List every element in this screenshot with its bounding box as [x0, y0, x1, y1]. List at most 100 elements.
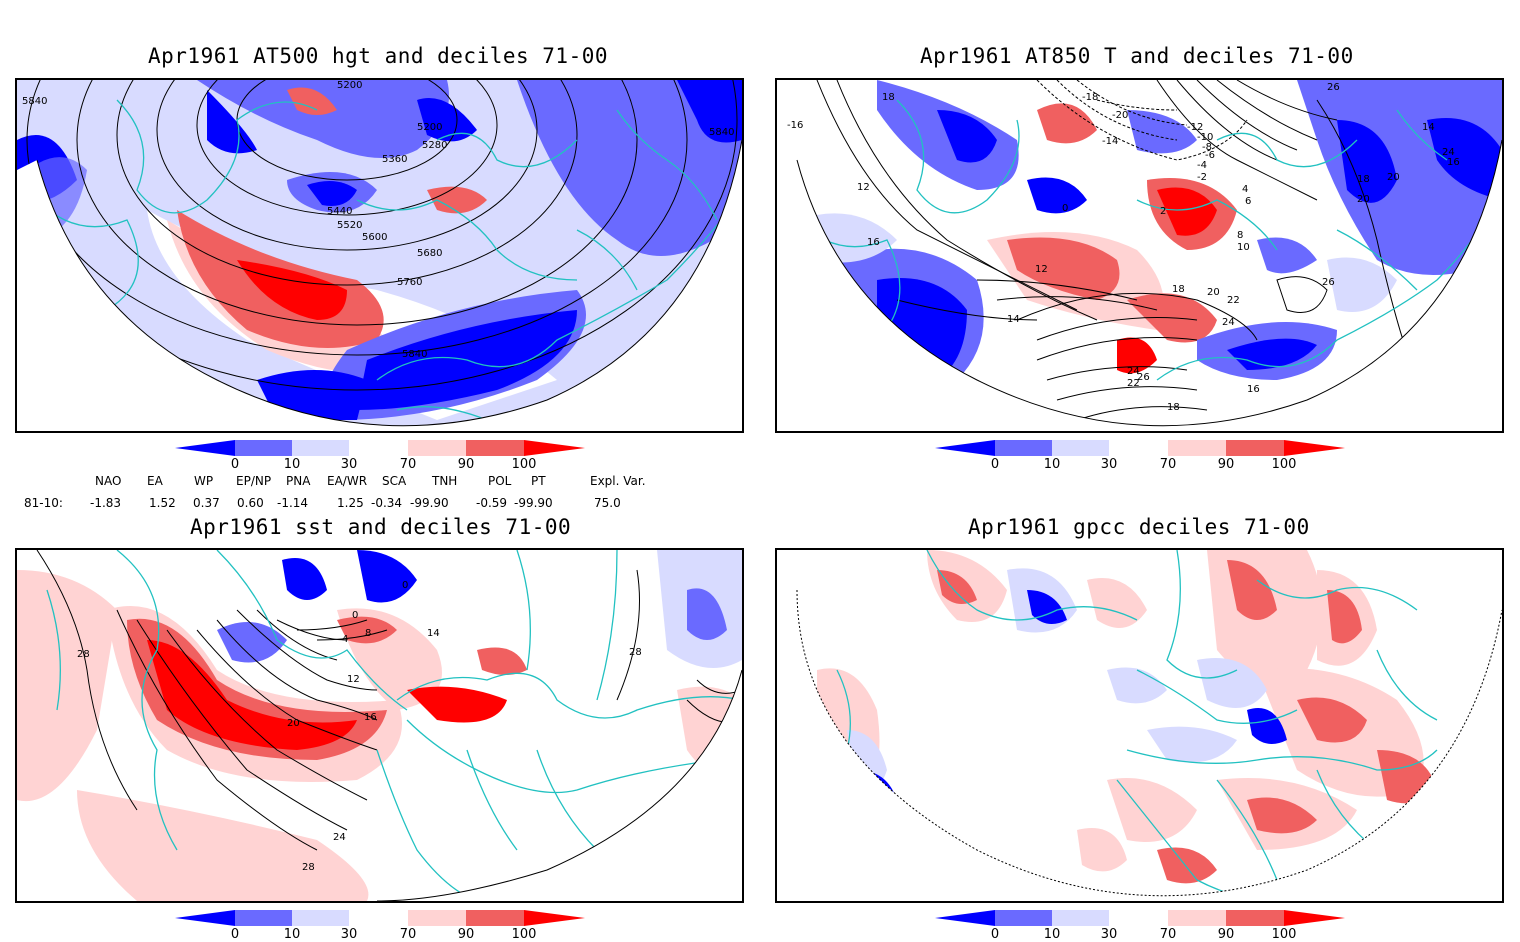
index-name: TNH: [432, 474, 457, 488]
colorbar-segment: [292, 440, 349, 456]
index-value: -0.59: [476, 496, 507, 510]
index-value: -99.90: [410, 496, 449, 510]
contour-label: 4: [1242, 184, 1248, 195]
colorbar-tick: 0: [991, 457, 999, 472]
colorbar-tick: 90: [1218, 457, 1235, 472]
colorbar-segment: [524, 910, 585, 926]
index-row-label: 81-10:: [24, 496, 63, 510]
index-value: -1.14: [277, 496, 308, 510]
colorbar-segment: [175, 440, 235, 456]
contour-label: 16: [1247, 384, 1260, 395]
colorbar-tick: 70: [400, 457, 417, 472]
contour-label: 16: [867, 237, 880, 248]
colorbar-segment: [1284, 910, 1345, 926]
contour-label: 28: [77, 649, 90, 660]
contour-label: -4: [1197, 160, 1207, 171]
colorbar-tick: 100: [1272, 457, 1297, 472]
index-value: 0.60: [237, 496, 264, 510]
contour-label: 18: [1357, 174, 1370, 185]
contour-label: 6: [1245, 196, 1251, 207]
map-z500: 5200 5200 5280 5360 5440 5520 5600 5680 …: [15, 78, 744, 433]
map-t850: -16 -20 -18 -14 -12 -10 -8 -6 -4 -2 0 2 …: [775, 78, 1504, 433]
colorbar-segment: [935, 910, 995, 926]
contour-label: 0: [352, 610, 358, 621]
index-value: -99.90: [514, 496, 553, 510]
contour-label: 5200: [417, 122, 442, 133]
colorbar-segment: [235, 440, 292, 456]
colorbar-segment: [1109, 440, 1168, 456]
contour-label: 26: [1327, 82, 1340, 93]
index-name: EP/NP: [236, 474, 271, 488]
colorbar-segment: [524, 440, 585, 456]
contour-label: 26: [1137, 372, 1150, 383]
index-name: WP: [194, 474, 213, 488]
index-name: POL: [488, 474, 511, 488]
contour-label: 10: [1237, 242, 1250, 253]
contour-label: 5520: [337, 220, 362, 231]
index-value: -0.34: [371, 496, 402, 510]
contour-label: 5280: [422, 140, 447, 151]
contour-label: 5840: [709, 127, 734, 138]
contour-label: -16: [787, 120, 803, 131]
contour-label: -20: [1112, 110, 1128, 121]
contour-label: 5840: [402, 349, 427, 360]
contour-label: 12: [857, 182, 870, 193]
contour-label: 26: [1322, 277, 1335, 288]
contour-label: 20: [1387, 172, 1400, 183]
index-name: NAO: [95, 474, 121, 488]
contour-label: 14: [427, 628, 440, 639]
contour-label: 16: [1447, 157, 1460, 168]
contour-label: -14: [1102, 136, 1118, 147]
colorbar-segment: [466, 910, 524, 926]
colorbar-segment: [1226, 440, 1284, 456]
colorbar-segment: [349, 910, 408, 926]
contour-label: 18: [882, 92, 895, 103]
contour-label: 20: [1207, 287, 1220, 298]
colorbar-gpcc: 0 10 30 70 90 100: [935, 910, 1345, 942]
colorbar-tick: 0: [231, 457, 239, 472]
colorbar-segment: [466, 440, 524, 456]
colorbar-t850: 0 10 30 70 90 100: [935, 440, 1345, 472]
colorbar-tick: 30: [1101, 457, 1118, 472]
colorbar-segment: [292, 910, 349, 926]
contour-label: 24: [333, 832, 346, 843]
panel-title-sst: Apr1961 sst and deciles 71-00: [190, 515, 571, 539]
contour-label: 12: [347, 674, 360, 685]
index-value: 1.52: [149, 496, 176, 510]
contour-label: 18: [1167, 402, 1180, 413]
colorbar-segment: [1109, 910, 1168, 926]
colorbar-segment: [935, 440, 995, 456]
contour-label: 0: [402, 580, 408, 591]
index-name: Expl. Var.: [590, 474, 646, 488]
index-value: 75.0: [594, 496, 621, 510]
index-name: PT: [531, 474, 546, 488]
contour-label: 18: [1172, 284, 1185, 295]
map-sst: 28 0 0 4 8 12 16 20 24 28 14 28: [15, 548, 744, 903]
panel-title-t850: Apr1961 AT850 T and deciles 71-00: [920, 44, 1354, 68]
contour-label: 24: [1222, 317, 1235, 328]
colorbar-segment: [1168, 910, 1226, 926]
index-value: 1.25: [337, 496, 364, 510]
contour-label: 5200: [337, 80, 362, 91]
contour-label: 28: [629, 647, 642, 658]
contour-label: 5600: [362, 232, 387, 243]
colorbar-tick: 30: [341, 457, 358, 472]
colorbar-segment: [1284, 440, 1345, 456]
contour-label: 8: [365, 628, 371, 639]
contour-label: 2: [1160, 206, 1166, 217]
contour-label: 5840: [22, 96, 47, 107]
colorbar-tick: 10: [284, 457, 301, 472]
index-name: EA/WR: [327, 474, 367, 488]
contour-label: 8: [1237, 230, 1243, 241]
contour-label: 4: [342, 634, 348, 645]
contour-label: 5440: [327, 206, 352, 217]
index-name: SCA: [382, 474, 406, 488]
contour-label: 14: [1007, 314, 1020, 325]
panel-title-z500: Apr1961 AT500 hgt and deciles 71-00: [148, 44, 608, 68]
contour-label: 5760: [397, 277, 422, 288]
contour-label: 28: [302, 862, 315, 873]
colorbar-segment: [1226, 910, 1284, 926]
colorbar-segment: [1052, 440, 1109, 456]
colorbar-tick: 90: [458, 457, 475, 472]
index-name: PNA: [286, 474, 310, 488]
